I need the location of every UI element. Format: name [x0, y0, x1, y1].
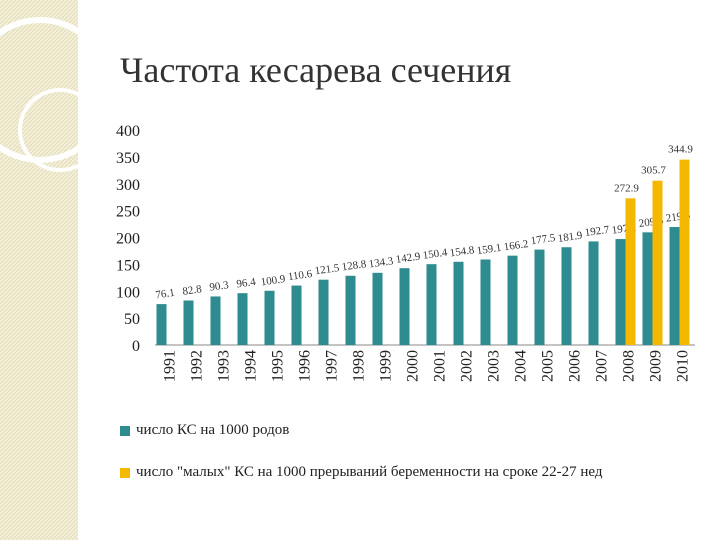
x-tick-label: 1995: [270, 350, 287, 382]
value-label: 121.5: [314, 262, 341, 277]
y-tick-label: 250: [116, 204, 140, 221]
legend-swatch: [120, 426, 130, 436]
value-label: 90.3: [209, 279, 230, 294]
bar: [507, 255, 518, 345]
x-tick-label: 2008: [621, 350, 638, 382]
value-label: 159.1: [476, 242, 502, 257]
bar: [210, 296, 221, 345]
bar: [183, 300, 194, 345]
value-label: 181.9: [557, 230, 584, 245]
x-tick-label: 1998: [351, 350, 368, 382]
value-label: 192.7: [584, 224, 611, 239]
value-label: 128.8: [341, 258, 368, 273]
legend-label: число "малых" КС на 1000 прерываний бере…: [136, 464, 603, 480]
decor-circle: [18, 88, 102, 172]
value-label: 110.6: [287, 268, 313, 283]
x-tick-label: 2007: [594, 350, 611, 382]
bar: [237, 293, 248, 345]
y-tick-label: 100: [116, 284, 140, 301]
x-tick-label: 2009: [648, 350, 665, 382]
x-tick-label: 1992: [189, 350, 206, 382]
side-decoration: [0, 0, 78, 540]
x-tick-label: 1996: [297, 350, 314, 382]
x-tick-label: 1994: [243, 350, 260, 382]
bar: [453, 261, 464, 345]
x-tick-label: 2005: [540, 350, 557, 382]
x-tick-label: 1999: [378, 350, 395, 382]
value-label: 150.4: [422, 246, 449, 261]
value-label: 142.9: [395, 250, 422, 265]
x-tick-label: 2006: [567, 350, 584, 382]
y-tick-label: 300: [116, 177, 140, 194]
bar: [625, 198, 636, 345]
bar: [426, 264, 437, 345]
legend-item: число "малых" КС на 1000 прерываний бере…: [120, 464, 680, 481]
bar: [615, 239, 626, 345]
legend-item: число КС на 1000 родов: [120, 422, 680, 439]
bar: [291, 285, 302, 345]
value-label: 305.7: [641, 165, 666, 177]
bar: [669, 227, 680, 345]
bar: [679, 159, 690, 345]
value-label: 344.9: [668, 144, 693, 156]
bar: [642, 232, 653, 345]
bar: [399, 268, 410, 345]
value-label: 134.3: [368, 255, 395, 270]
value-label: 76.1: [155, 287, 176, 302]
value-label: 177.5: [530, 232, 557, 247]
bar: [372, 272, 383, 345]
value-label: 96.4: [236, 276, 257, 291]
bar: [561, 247, 572, 345]
bar: [264, 290, 275, 345]
bar: [345, 275, 356, 345]
x-tick-label: 2003: [486, 350, 503, 382]
x-tick-label: 1991: [162, 350, 179, 382]
y-tick-label: 350: [116, 150, 140, 167]
x-tick-label: 1997: [324, 350, 341, 382]
chart-title: Частота кесарева сечения: [120, 50, 511, 90]
bar: [588, 241, 599, 345]
bar: [652, 180, 663, 345]
bar: [534, 249, 545, 345]
x-tick-label: 2010: [675, 350, 692, 382]
y-tick-label: 50: [124, 311, 140, 328]
bar: [318, 279, 329, 345]
value-label: 82.8: [182, 283, 203, 298]
legend-label: число КС на 1000 родов: [136, 422, 290, 438]
legend-swatch: [120, 468, 130, 478]
y-tick-label: 200: [116, 231, 140, 248]
y-tick-label: 400: [116, 123, 140, 140]
x-tick-label: 2000: [405, 350, 422, 382]
x-tick-label: 2004: [513, 350, 530, 382]
value-label: 166.2: [503, 238, 529, 253]
value-label: 154.8: [449, 244, 476, 259]
decor-circle: [0, 17, 113, 163]
y-tick-label: 150: [116, 257, 140, 274]
bar: [156, 304, 167, 345]
value-label: 100.9: [260, 273, 287, 288]
x-tick-label: 1993: [216, 350, 233, 382]
bar: [480, 259, 491, 345]
x-tick-label: 2002: [459, 350, 476, 382]
y-tick-label: 0: [132, 338, 140, 355]
value-label: 272.9: [614, 182, 639, 194]
x-tick-label: 2001: [432, 350, 449, 382]
